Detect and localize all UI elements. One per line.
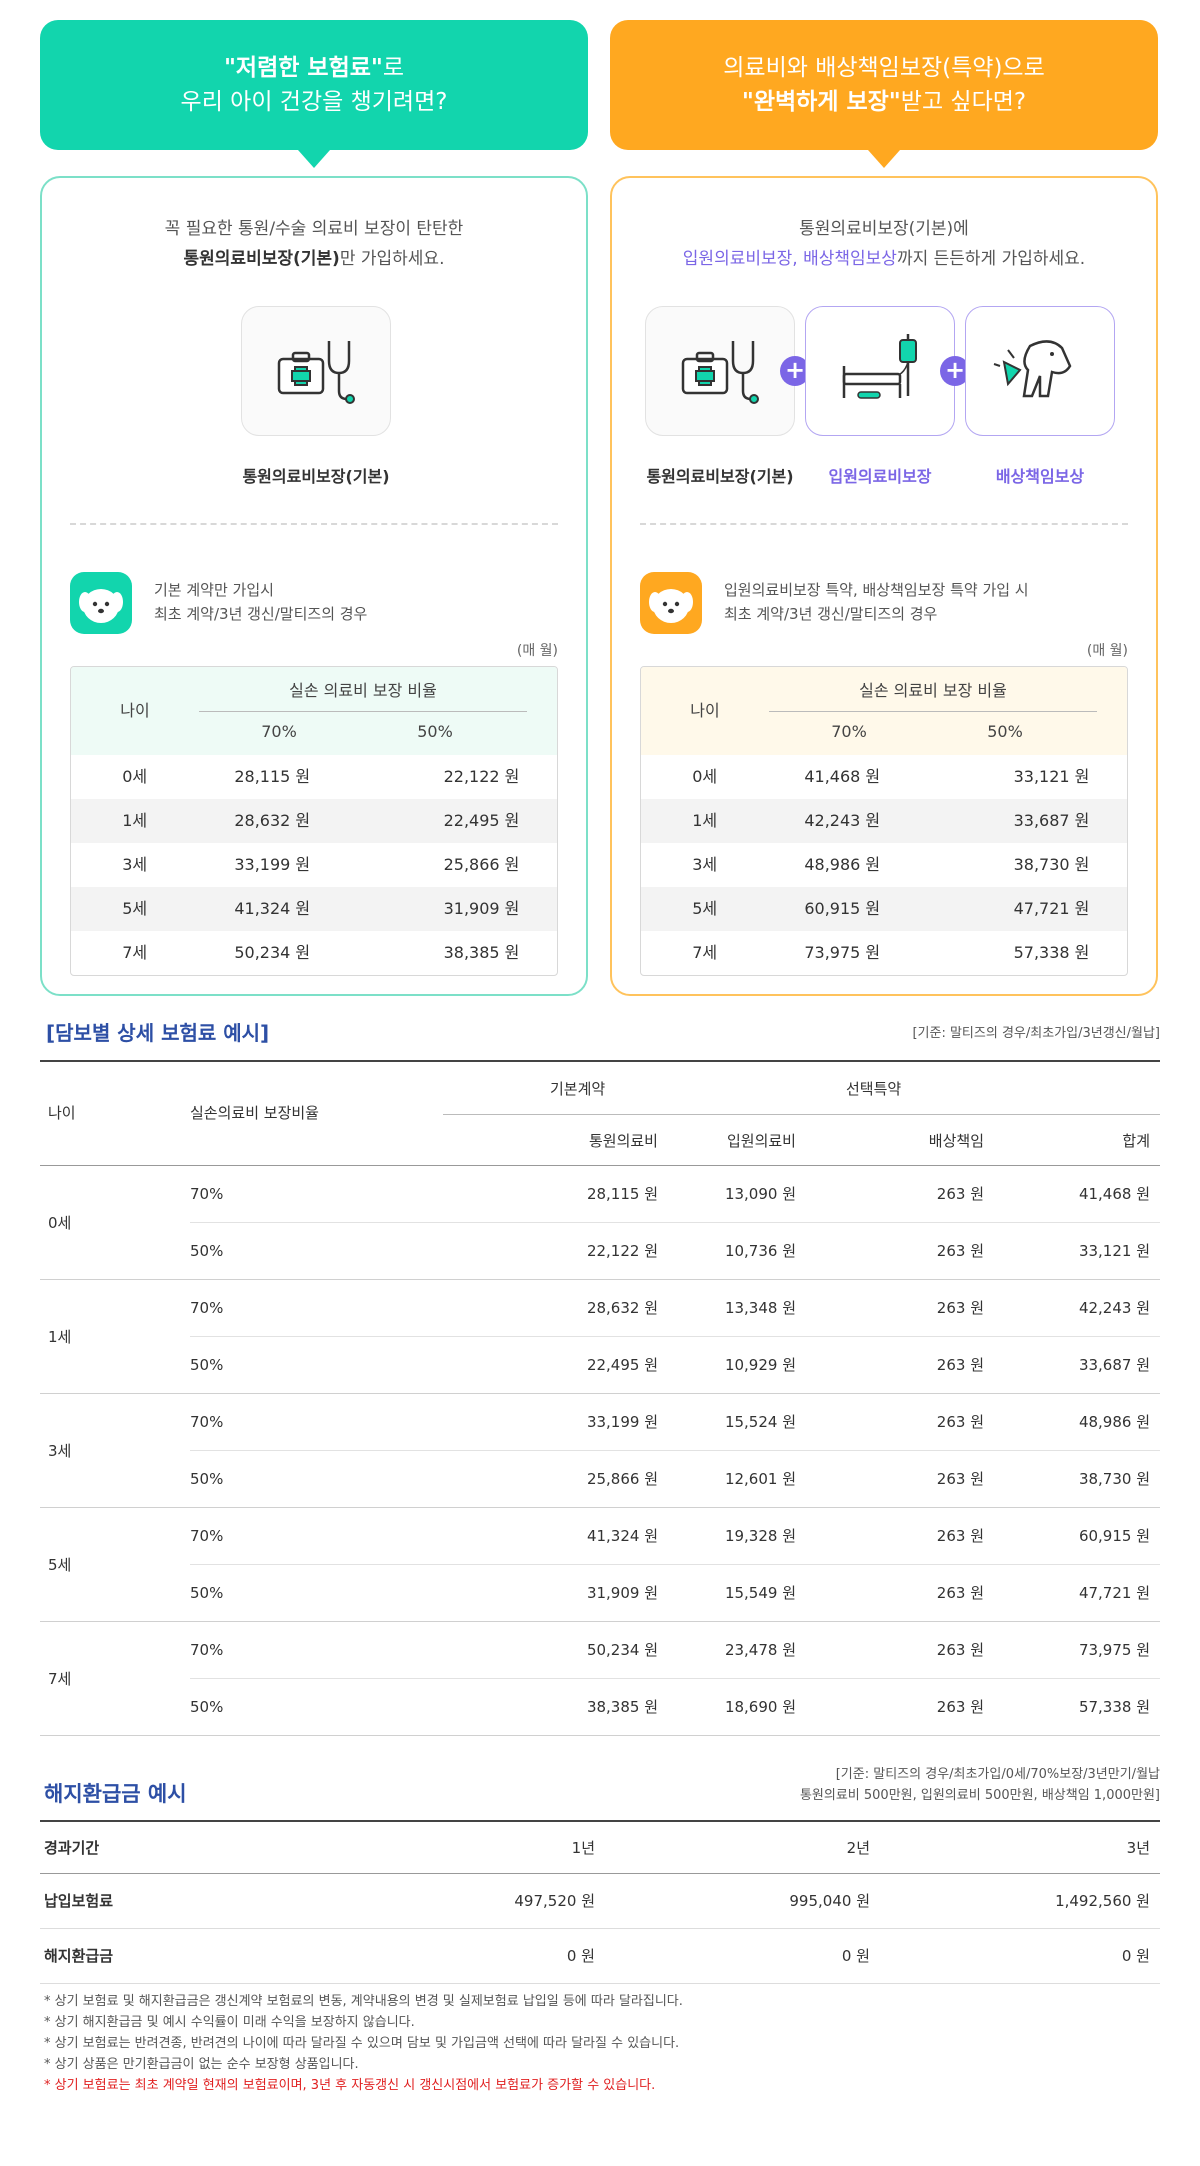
- table-row: 1세 42,243 원 33,687 원: [641, 799, 1127, 843]
- table-row: 3세 48,986 원 38,730 원: [692, 855, 1090, 874]
- liability-coverage-label: 배상책임보상: [995, 467, 1085, 486]
- note: * 상기 상품은 만기환급금이 없는 순수 보장형 상품입니다.: [44, 2057, 359, 2072]
- table-row: 0세 28,115 원 22,122 원: [122, 767, 520, 786]
- table-row: 납입보험료 497,520 원 995,040 원 1,492,560 원: [40, 1874, 1160, 1929]
- warning-note: * 상기 보험료는 최초 계약일 현재의 보험료이며, 3년 후 자동갱신 시 …: [44, 2078, 656, 2093]
- outpatient-coverage-icon-box: [645, 306, 795, 436]
- table-row: 70% 28,632 원 13,348 원 263 원 42,243 원: [190, 1280, 1160, 1337]
- note: * 상기 보험료는 반려견종, 반려견의 나이에 따라 달라질 수 있으며 담보…: [44, 2036, 680, 2051]
- full-plan: 의료비와 배상책임보장(특약)으로 "완벽하게 보장"받고 싶다면? 통원의료비…: [610, 20, 1158, 996]
- table-row: 70% 33,199 원 15,524 원 263 원 48,986 원: [190, 1394, 1160, 1451]
- table-row: 7세 73,975 원 57,338 원: [692, 943, 1090, 962]
- table-row: 50% 38,385 원 18,690 원 263 원 57,338 원: [190, 1698, 1150, 1716]
- table-row: 70% 41,324 원 19,328 원 263 원 60,915 원: [190, 1508, 1160, 1565]
- detail-section-title: [담보별 상세 보험료 예시]: [46, 1021, 270, 1045]
- table-row: 5세 60,915 원 47,721 원: [641, 887, 1127, 931]
- disclaimer-notes: * 상기 보험료 및 해지환급금은 갱신계약 보험료의 변동, 계약내용의 변경…: [44, 1991, 683, 2096]
- table-row: 50% 31,909 원 15,549 원 263 원 47,721 원: [190, 1584, 1150, 1602]
- age-group: 7세 70% 50,234 원 23,478 원 263 원 73,975 원 50% 3…: [40, 1622, 1160, 1736]
- age-group: 5세 70% 41,324 원 19,328 원 263 원 60,915 원 50% 3…: [40, 1508, 1160, 1622]
- full-plan-headline: 의료비와 배상책임보장(특약)으로 "완벽하게 보장"받고 싶다면?: [610, 20, 1158, 168]
- table-row: 50% 22,122 원 10,736 원 263 원 33,121 원: [190, 1242, 1150, 1260]
- inpatient-coverage-icon-box: [805, 306, 955, 436]
- basic-plan-description: 꼭 필요한 통원/수술 의료비 보장이 탄탄한 통원의료비보장(기본)만 가입하…: [164, 219, 464, 269]
- detail-table-header: 나이 실손의료비 보장비율 기본계약 선택특약 통원의료비 입원의료비 배상책임…: [40, 1062, 1160, 1166]
- table-row: 1세 28,632 원 22,495 원: [71, 799, 557, 843]
- divider: [640, 523, 1128, 525]
- full-plan-description: 통원의료비보장(기본)에 입원의료비보장, 배상책임보상까지 든든하게 가입하세…: [682, 219, 1086, 269]
- maltese-dog-icon: [640, 572, 702, 634]
- full-plan-card: 통원의료비보장(기본)에 입원의료비보장, 배상책임보상까지 든든하게 가입하세…: [610, 176, 1158, 996]
- plan-comparison: "저렴한 보험료"로 우리 아이 건강을 챙기려면? 꼭 필요한 통원/수술 의…: [40, 20, 1160, 1000]
- hospital-bed-iv-icon: [842, 334, 917, 399]
- table-row: 5세 41,324 원 31,909 원: [71, 887, 557, 931]
- basic-plan-note: 기본 계약만 가입시 최초 계약/3년 갱신/말티즈의 경우: [154, 581, 368, 623]
- inpatient-coverage-label: 입원의료비보장: [828, 467, 932, 486]
- basic-plan: "저렴한 보험료"로 우리 아이 건강을 챙기려면? 꼭 필요한 통원/수술 의…: [40, 20, 588, 996]
- divider: [70, 523, 558, 525]
- detail-premium-table: 나이 실손의료비 보장비율 기본계약 선택특약 통원의료비 입원의료비 배상책임…: [40, 1060, 1160, 1736]
- age-group: 1세 70% 28,632 원 13,348 원 263 원 42,243 원 50% 2…: [40, 1280, 1160, 1394]
- dog-bite-icon: [993, 340, 1072, 398]
- basic-plan-headline: "저렴한 보험료"로 우리 아이 건강을 챙기려면?: [40, 20, 588, 168]
- rate-table-header: 나이 실손 의료비 보장 비율 70% 50%: [641, 667, 1127, 755]
- table-row: 0세 41,468 원 33,121 원: [692, 767, 1090, 786]
- refund-basis: [기준: 말티즈의 경우/최초가입/0세/70%보장/3년만기/월납 통원의료비…: [799, 1767, 1160, 1803]
- liability-coverage-icon-box: [965, 306, 1115, 436]
- table-row: 3세 33,199 원 25,866 원: [122, 855, 520, 874]
- outpatient-coverage-label: 통원의료비보장(기본): [242, 467, 390, 486]
- full-plan-rate-table: 나이 실손 의료비 보장 비율 70% 50% 0세 41,468 원 33,121…: [640, 666, 1128, 976]
- table-row: 50% 22,495 원 10,929 원 263 원 33,687 원: [190, 1356, 1150, 1374]
- table-row: 70% 28,115 원 13,090 원 263 원 41,468 원: [190, 1166, 1160, 1223]
- age-group: 0세 70% 28,115 원 13,090 원 263 원 41,468 원 50% 2…: [40, 1166, 1160, 1280]
- note: * 상기 보험료 및 해지환급금은 갱신계약 보험료의 변동, 계약내용의 변경…: [44, 1994, 683, 2009]
- medical-kit-stethoscope-icon: [277, 341, 355, 404]
- age-group: 3세 70% 33,199 원 15,524 원 263 원 48,986 원 50% 2…: [40, 1394, 1160, 1508]
- refund-table-header: 경과기간 1년 2년 3년: [40, 1822, 1160, 1874]
- full-plan-note: 입원의료비보장 특약, 배상책임보장 특약 가입 시 최초 계약/3년 갱신/말…: [724, 581, 1029, 623]
- maltese-dog-icon: [70, 572, 132, 634]
- outpatient-coverage-label: 통원의료비보장(기본): [646, 467, 794, 486]
- unit-label: (매 월): [516, 643, 558, 659]
- table-row: 50% 25,866 원 12,601 원 263 원 38,730 원: [190, 1470, 1150, 1488]
- table-row: 7세 50,234 원 38,385 원: [122, 943, 520, 962]
- basic-plan-rate-table: 나이 실손 의료비 보장 비율 70% 50% 0세 28,115 원 22,122…: [70, 666, 558, 976]
- basic-plan-card: 꼭 필요한 통원/수술 의료비 보장이 탄탄한 통원의료비보장(기본)만 가입하…: [40, 176, 588, 996]
- outpatient-coverage-icon-box: [241, 306, 391, 436]
- unit-label: (매 월): [1086, 643, 1128, 659]
- rate-table-header: 나이 실손 의료비 보장 비율 70% 50%: [71, 667, 557, 755]
- medical-kit-stethoscope-icon: [681, 341, 759, 404]
- detail-basis: [기준: 말티즈의 경우/최초가입/3년갱신/월납]: [912, 1026, 1160, 1041]
- note: * 상기 해지환급금 및 예시 수익률이 미래 수익을 보장하지 않습니다.: [44, 2015, 415, 2030]
- refund-table: 경과기간 1년 2년 3년 납입보험료 497,520 원 995,040 원 …: [40, 1820, 1160, 1984]
- table-row: 70% 50,234 원 23,478 원 263 원 73,975 원: [190, 1622, 1160, 1679]
- refund-section-title: 해지환급금 예시: [44, 1782, 187, 1806]
- table-row: 해지환급금 0 원 0 원 0 원: [40, 1929, 1160, 1984]
